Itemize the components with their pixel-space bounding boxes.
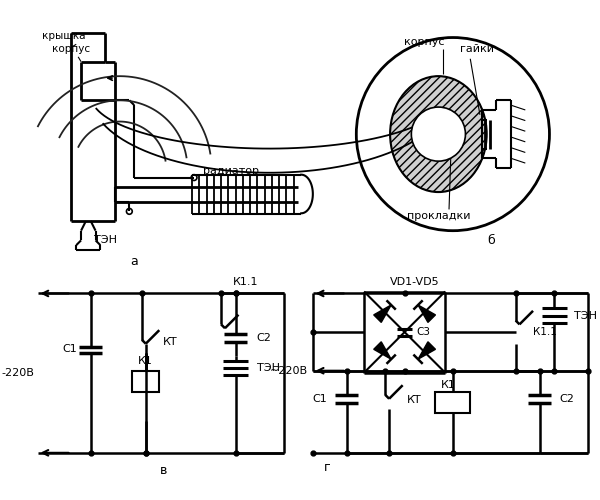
Bar — [132, 370, 159, 392]
Ellipse shape — [390, 76, 487, 192]
Bar — [436, 392, 470, 413]
Text: C1: C1 — [313, 394, 328, 404]
Text: ТЭН: ТЭН — [574, 310, 596, 320]
Text: К1.1: К1.1 — [533, 327, 557, 337]
Polygon shape — [418, 342, 436, 359]
Text: C3: C3 — [416, 327, 430, 337]
Text: радиатор: радиатор — [203, 166, 259, 176]
Polygon shape — [418, 305, 436, 322]
Text: C1: C1 — [62, 344, 77, 354]
Text: К1: К1 — [440, 380, 455, 390]
Text: VD1-VD5: VD1-VD5 — [389, 277, 439, 287]
Circle shape — [412, 107, 466, 161]
Text: -220В: -220В — [2, 368, 35, 378]
Polygon shape — [374, 305, 391, 322]
Text: КТ: КТ — [163, 336, 178, 346]
Text: а: а — [130, 255, 138, 268]
Text: прокладки: прокладки — [407, 211, 470, 221]
Text: корпус: корпус — [52, 44, 90, 54]
Text: б: б — [488, 234, 496, 247]
Text: в: в — [160, 464, 167, 476]
Text: ТЭН: ТЭН — [94, 236, 117, 246]
Text: крышка: крышка — [43, 30, 86, 40]
Text: ТЭН: ТЭН — [257, 363, 280, 373]
Text: ~220В: ~220В — [270, 366, 308, 376]
Text: К1.1: К1.1 — [233, 277, 258, 287]
Text: гайки: гайки — [460, 44, 494, 54]
Text: C2: C2 — [257, 333, 272, 343]
Text: C2: C2 — [559, 394, 574, 404]
Text: К1: К1 — [139, 356, 153, 366]
Text: г: г — [324, 461, 331, 474]
Text: КТ: КТ — [407, 394, 421, 404]
Polygon shape — [374, 342, 391, 359]
Text: корпус: корпус — [404, 38, 444, 48]
